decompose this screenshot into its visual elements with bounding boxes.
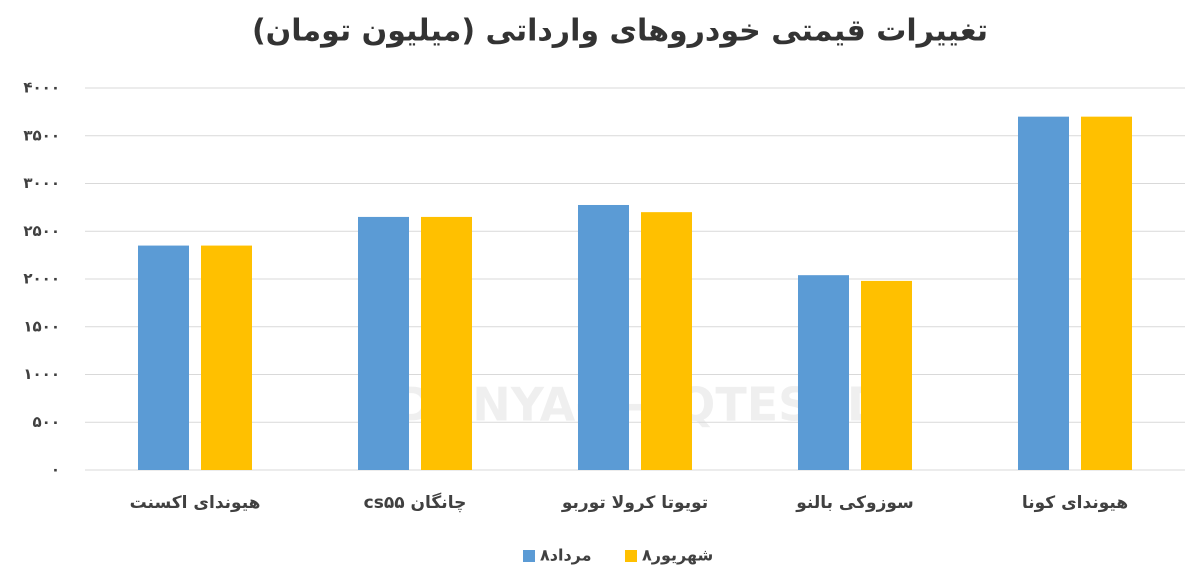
bar <box>138 245 189 470</box>
y-tick-label: ۱۰۰۰ <box>23 365 60 383</box>
legend-swatch <box>523 550 535 562</box>
x-tick-label: چانگان cs۵۵ <box>364 492 467 513</box>
bar <box>1081 116 1132 471</box>
legend-label: ۸شهریور <box>642 546 713 565</box>
y-tick-label: ۳۰۰۰ <box>23 174 60 192</box>
y-tick-label: ۳۵۰۰ <box>23 126 60 144</box>
x-tick-label: سوزوکی بالنو <box>795 493 913 513</box>
bar <box>1018 116 1069 471</box>
bar <box>358 216 409 470</box>
bar <box>641 212 692 470</box>
y-tick-label: ۰ <box>51 461 60 479</box>
chart-title: تغییرات قیمتی خودروهای وارداتی (میلیون ت… <box>252 14 988 49</box>
bar <box>578 204 629 471</box>
bar <box>201 245 252 470</box>
legend-swatch <box>625 550 637 562</box>
legend-label: ۸مرداد <box>540 546 592 565</box>
y-tick-label: ۵۰۰ <box>33 413 60 431</box>
x-tick-label: هیوندای اکسنت <box>130 493 261 513</box>
y-tick-label: ۱۵۰۰ <box>23 317 60 335</box>
bar <box>421 216 472 470</box>
x-tick-label: هیوندای کونا <box>1022 493 1128 513</box>
bar <box>861 280 912 470</box>
y-tick-label: ۲۰۰۰ <box>23 270 60 288</box>
x-tick-label: تویوتا کرولا توربو <box>561 493 708 513</box>
bar <box>798 275 849 470</box>
y-tick-label: ۲۵۰۰ <box>23 222 60 240</box>
y-tick-label: ۴۰۰۰ <box>23 79 60 97</box>
